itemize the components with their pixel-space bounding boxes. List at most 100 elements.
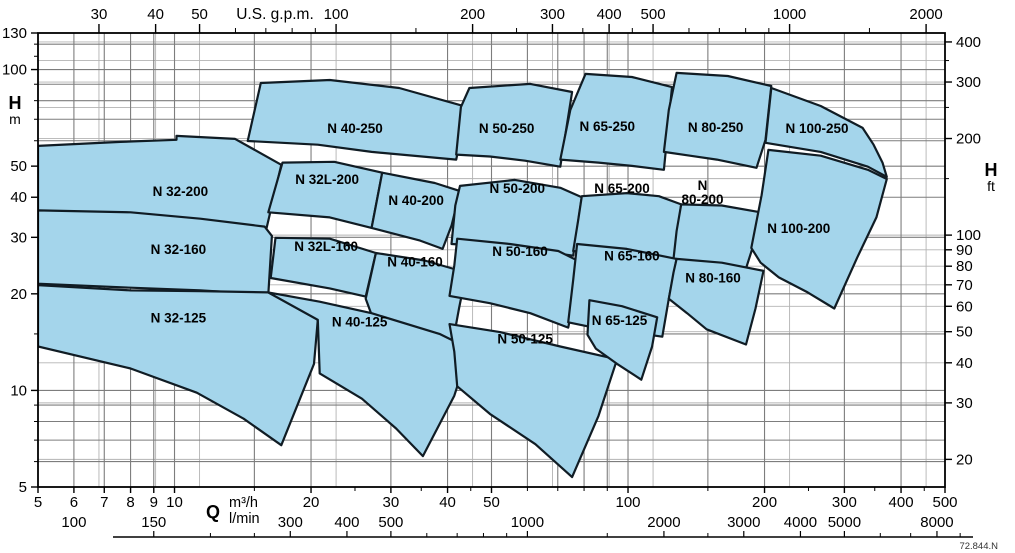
region-label: N 80-250 [688,120,744,135]
lmin-tick-label: 300 [278,514,303,531]
m3h-tick-label: 30 [383,494,400,511]
meters-tick-label: 10 [10,382,27,399]
m3h-tick-label: 200 [752,494,777,511]
region-n-32-160 [38,209,273,296]
lmin-tick-label: 1000 [511,514,544,531]
m3h-tick-label: 50 [483,494,500,511]
feet-tick-label: 70 [956,277,973,294]
axis-title-Q: Q [206,502,220,522]
usgpm-tick-label: 1000 [773,6,806,23]
region-n-100-200 [750,148,888,310]
meters-tick-label: 20 [10,286,27,303]
axis-title-H-left: H [9,93,22,113]
feet-tick-label: 200 [956,131,981,148]
lmin-tick-label: 3000 [727,514,760,531]
axis-unit-ft: ft [987,178,995,194]
region-label: N 32-125 [151,310,207,325]
region-n-80-160 [667,257,765,346]
m3h-tick-label: 300 [832,494,857,511]
usgpm-tick-label: 2000 [909,6,942,23]
region-label: N 65-125 [592,313,648,328]
region-label: N 40-160 [387,255,443,270]
m3h-tick-label: 100 [616,494,641,511]
figure-reference-number: 72.844.N [959,541,998,552]
lmin-tick-label: 100 [61,514,86,531]
pump-regions [38,71,888,479]
m3h-tick-label: 7 [100,494,108,511]
region-label: N 32L-160 [294,239,358,254]
lmin-tick-label: 500 [378,514,403,531]
axis-bottom-m3h: 5 6 7 8 9 10 20 30 40 50 100 200 300 400 500 Q m³/hl/min [34,487,958,527]
feet-tick-label: 80 [956,258,973,275]
meters-tick-label: 40 [10,189,27,206]
pump-region-labels: N 40-250 N 50-250 N 65-250 N 80-250 N 100-25… [151,119,849,347]
meters-tick-label: 50 [10,158,27,175]
lmin-tick-label: 400 [334,514,359,531]
feet-tick-label: 50 [956,324,973,341]
region-n-50-250 [455,82,574,168]
meters-tick-label: 30 [10,229,27,246]
feet-tick-label: 300 [956,74,981,91]
usgpm-tick-label: 100 [324,6,349,23]
region-label: N 50-160 [492,244,548,259]
feet-tick-label: 60 [956,298,973,315]
m3h-tick-label: 6 [70,494,78,511]
feet-tick-label: 100 [956,227,981,244]
region-n-32-125 [38,284,319,447]
region-label: N 32-200 [153,184,209,199]
axis-unit-m: m [9,111,21,127]
region-label: N 50-250 [479,121,535,136]
region-label: N 80-160 [685,270,741,285]
lmin-tick-label: 4000 [784,514,817,531]
meters-tick-label: 5 [19,479,27,496]
region-label: N 65-160 [604,249,660,264]
m3h-tick-label: 40 [439,494,456,511]
axis-unit-m3h: m³/h [229,495,258,511]
feet-tick-label: 30 [956,395,973,412]
region-label: N 40-250 [327,121,383,136]
meters-tick-label: 130 [2,25,27,42]
m3h-tick-label: 8 [126,494,134,511]
m3h-tick-label: 5 [34,494,42,511]
region-n-40-125 [267,291,471,458]
lmin-tick-label: 8000 [920,514,953,531]
axis-unit-lmin: l/min [229,511,260,527]
usgpm-tick-label: 500 [641,6,666,23]
axis-top-usgpm: 30 40 50 100 200 300 400 500 1000 2000 U.S. g.p.m. [91,6,943,33]
m3h-tick-label: 10 [166,494,183,511]
usgpm-tick-label: 30 [91,6,108,23]
lmin-tick-label: 2000 [647,514,680,531]
feet-tick-label: 400 [956,34,981,51]
m3h-tick-label: 500 [932,494,957,511]
region-label: N 40-200 [388,193,444,208]
usgpm-tick-label: 200 [460,6,485,23]
region-n-65-125 [586,299,659,381]
axis-title-usgpm: U.S. g.p.m. [236,6,314,23]
region-label: N 65-200 [594,181,650,196]
region-label: N [698,178,708,193]
lmin-tick-label: 5000 [828,514,861,531]
meters-tick-label: 100 [2,62,27,79]
region-n-65-250 [559,72,674,171]
axis-bottom-lmin: 100 150 300 400 500 1000 2000 3000 4000 5000 8000 [61,514,973,538]
region-label: N 50-200 [490,181,546,196]
region-label: N 100-200 [767,221,830,236]
m3h-tick-label: 400 [889,494,914,511]
feet-tick-label: 40 [956,355,973,372]
axis-left-meters: 130 100 50 40 30 20 10 5 Hm [2,25,38,496]
region-label: N 50-125 [497,332,553,347]
m3h-tick-label: 20 [303,494,320,511]
region-label: 80-200 [682,192,724,207]
usgpm-tick-label: 300 [540,6,565,23]
region-label: N 32L-200 [295,172,359,187]
m3h-tick-label: 9 [150,494,158,511]
region-label: N 40-125 [332,314,388,329]
feet-tick-label: 90 [956,242,973,259]
usgpm-tick-label: 400 [597,6,622,23]
axis-title-H-right: H [985,160,998,180]
region-n-50-125 [448,323,619,479]
feet-tick-label: 20 [956,451,973,468]
